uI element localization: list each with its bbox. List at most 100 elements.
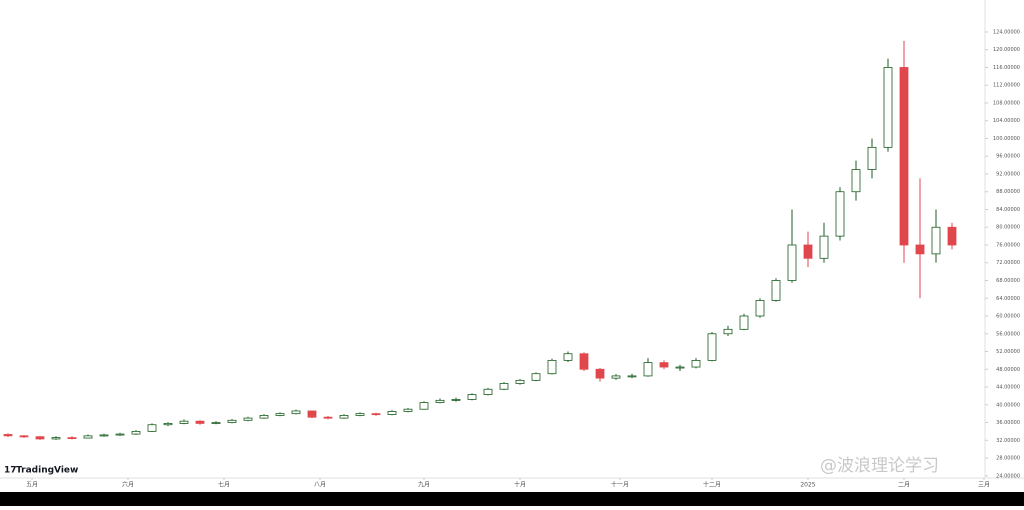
candle-body [915,244,925,255]
y-tick-label: 68.00000 [996,278,1020,284]
candle-body [243,417,253,421]
candle-body [211,422,221,424]
candle-body [291,410,301,415]
candle-body [35,436,45,440]
candle-body [371,413,381,416]
candle-body [403,408,413,412]
y-tick-label: 24.00000 [996,473,1020,479]
candle-body [675,366,685,369]
x-tick-label: 九月 [418,481,430,489]
y-tick-label: 72.00000 [996,260,1020,266]
candle-body [723,328,733,335]
y-tick-label: 124.00000 [993,29,1020,35]
y-tick-label: 116.00000 [993,65,1020,71]
candle-body [259,415,269,419]
x-tick-label: 2025 [800,482,815,489]
candle-body [867,146,877,170]
candle-body [627,375,637,378]
candle-body [643,362,653,377]
candle-body [99,434,109,437]
x-tick-label: 六月 [122,481,134,489]
candle-body [163,423,173,426]
candle-body [547,359,557,375]
candle-body [131,430,141,435]
candle-body [51,437,61,440]
x-tick-label: 八月 [314,482,326,489]
y-tick-label: 60.00000 [996,314,1020,320]
candle-body [275,413,285,416]
candle-body [451,399,461,401]
candle-body [611,375,621,379]
y-tick-label: 108.00000 [993,100,1020,106]
candle-body [755,300,765,317]
x-tick-label: 七月 [218,481,230,489]
candle-body [819,235,829,259]
candle-body [115,433,125,436]
candle-body [435,399,445,403]
y-tick-label: 56.00000 [996,331,1020,337]
candle-body [419,402,429,410]
logo: TradingView [16,466,78,476]
y-tick-label: 64.00000 [996,296,1020,302]
candle-body [931,226,941,255]
y-tick-label: 48.00000 [996,367,1020,373]
candle-body [531,373,541,381]
y-tick-label: 80.00000 [996,225,1020,231]
candle-body [787,244,797,281]
y-tick-label: 84.00000 [996,207,1020,213]
candle-body [883,67,893,148]
candle-body [467,394,477,400]
y-tick-label: 44.00000 [996,385,1020,391]
candle-body [579,353,589,370]
candle-body [563,353,573,361]
candle-body [307,410,317,418]
x-tick-label: 十一月 [611,481,629,489]
x-tick-label: 十二月 [703,481,721,489]
candle-body [19,435,29,438]
candle-body [339,415,349,419]
candle-body [803,244,813,259]
x-tick-label: 三月 [978,482,990,489]
candle-body [835,191,845,237]
y-tick-label: 96.00000 [996,154,1020,160]
y-tick-label: 112.00000 [993,83,1020,89]
candle-body [83,435,93,439]
candle-body [595,368,605,379]
y-tick-label: 40.00000 [996,402,1020,408]
candle-body [483,388,493,395]
candle-body [499,383,509,390]
candle-body [323,416,333,419]
logo-icon: 17 [4,466,17,476]
candle-body [227,419,237,423]
candle-body [3,434,13,437]
y-tick-label: 28.00000 [996,456,1020,462]
x-tick-label: 十月 [514,481,526,489]
candle-body [771,280,781,301]
candle-body [195,420,205,424]
bottom-bar [0,492,1024,506]
candle-body [355,413,365,416]
watermark: @波浪理论学习 [820,456,939,476]
candle-body [67,437,77,440]
y-tick-label: 88.00000 [996,189,1020,195]
candle-body [691,359,701,368]
y-tick-label: 36.00000 [996,420,1020,426]
y-tick-label: 104.00000 [993,118,1020,124]
candle-body [947,226,957,246]
candle-body [515,379,525,384]
candle-body [659,362,669,368]
y-tick-label: 100.00000 [993,136,1020,142]
candle-body [899,67,909,246]
y-tick-label: 92.00000 [996,171,1020,177]
y-tick-label: 52.00000 [996,349,1020,355]
candle-body [387,411,397,415]
y-tick-label: 32.00000 [996,438,1020,444]
y-tick-label: 120.00000 [993,47,1020,53]
candle-body [147,424,157,432]
candle-body [851,169,861,193]
candle-body [707,333,717,361]
x-tick-label: 五月 [26,482,38,489]
y-tick-label: 76.00000 [996,242,1020,248]
